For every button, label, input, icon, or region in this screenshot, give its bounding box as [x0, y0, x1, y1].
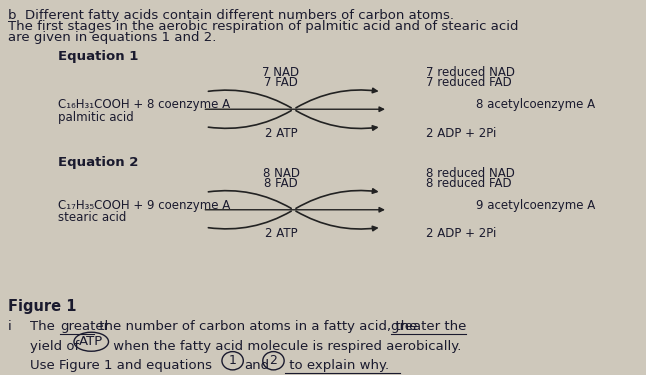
Text: 1: 1	[229, 354, 236, 367]
Text: 8 reduced FAD: 8 reduced FAD	[426, 177, 511, 190]
Text: The: The	[30, 320, 59, 333]
Text: i: i	[8, 320, 12, 333]
Text: 8 reduced NAD: 8 reduced NAD	[426, 167, 514, 180]
Text: 8 acetylcoenzyme A: 8 acetylcoenzyme A	[476, 98, 595, 111]
Text: Equation 2: Equation 2	[58, 156, 138, 169]
Text: the number of carbon atoms in a fatty acid, the: the number of carbon atoms in a fatty ac…	[95, 320, 422, 333]
Text: greater the: greater the	[391, 320, 466, 333]
Text: 7 FAD: 7 FAD	[264, 76, 298, 90]
Text: 2 ADP + 2Pi: 2 ADP + 2Pi	[426, 227, 496, 240]
Text: 7 NAD: 7 NAD	[262, 66, 300, 79]
Text: 2 ATP: 2 ATP	[265, 127, 297, 140]
Text: 7 reduced NAD: 7 reduced NAD	[426, 66, 514, 79]
Text: C₁₆H₃₁COOH + 8 coenzyme A: C₁₆H₃₁COOH + 8 coenzyme A	[58, 98, 230, 111]
Text: 2: 2	[269, 354, 277, 367]
Text: Equation 1: Equation 1	[58, 50, 138, 63]
Text: to explain why.: to explain why.	[286, 359, 390, 372]
Text: The first stages in the aerobic respiration of palmitic acid and of stearic acid: The first stages in the aerobic respirat…	[8, 20, 518, 33]
Text: palmitic acid: palmitic acid	[58, 111, 134, 124]
Text: stearic acid: stearic acid	[58, 211, 127, 224]
Text: C₁₇H₃₅COOH + 9 coenzyme A: C₁₇H₃₅COOH + 9 coenzyme A	[58, 199, 230, 212]
Text: 8 NAD: 8 NAD	[262, 167, 300, 180]
Text: 2 ADP + 2Pi: 2 ADP + 2Pi	[426, 127, 496, 140]
Text: 2 ATP: 2 ATP	[265, 227, 297, 240]
Text: b  Different fatty acids contain different numbers of carbon atoms.: b Different fatty acids contain differen…	[8, 9, 453, 22]
Text: are given in equations 1 and 2.: are given in equations 1 and 2.	[8, 32, 216, 44]
Text: Figure 1: Figure 1	[8, 299, 76, 314]
Text: yield of: yield of	[30, 339, 83, 352]
Text: ATP: ATP	[79, 335, 103, 348]
Text: greater: greater	[60, 320, 109, 333]
Text: 8 FAD: 8 FAD	[264, 177, 298, 190]
Text: 9 acetylcoenzyme A: 9 acetylcoenzyme A	[476, 199, 595, 212]
Text: 7 reduced FAD: 7 reduced FAD	[426, 76, 511, 90]
Text: and: and	[245, 359, 269, 372]
Text: when the fatty acid molecule is respired aerobically.: when the fatty acid molecule is respired…	[109, 339, 462, 352]
Text: Use Figure 1 and equations: Use Figure 1 and equations	[30, 359, 216, 372]
